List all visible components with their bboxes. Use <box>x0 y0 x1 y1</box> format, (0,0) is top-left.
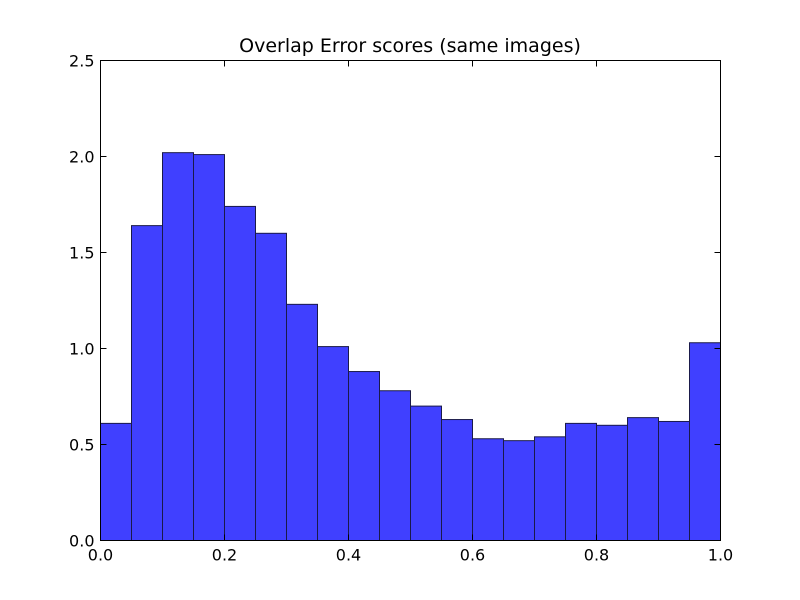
bar-13 <box>503 440 535 541</box>
bar-8 <box>348 371 380 542</box>
chart-title: Overlap Error scores (same images) <box>239 35 581 57</box>
x-tick-label-0: 0.0 <box>88 546 113 565</box>
plot-frame <box>100 60 721 541</box>
bar-15 <box>565 422 597 542</box>
x-tick-label-5: 1.0 <box>708 546 733 565</box>
bar-10 <box>410 405 442 541</box>
bars-group <box>100 152 721 542</box>
bar-16 <box>596 424 628 541</box>
bar-4 <box>224 205 256 541</box>
y-tick-label-3: 1.5 <box>69 244 94 263</box>
x-tick-label-4: 0.8 <box>584 546 609 565</box>
bar-11 <box>441 419 473 542</box>
bar-3 <box>193 154 225 542</box>
x-tick-label-2: 0.4 <box>336 546 361 565</box>
bar-0 <box>100 422 132 542</box>
y-tick-label-1: 0.5 <box>69 436 94 455</box>
bar-1 <box>131 225 163 541</box>
bar-5 <box>255 232 287 542</box>
x-tick-label-1: 0.2 <box>212 546 237 565</box>
bar-6 <box>286 303 318 541</box>
y-tick-label-2: 1.0 <box>69 340 94 359</box>
bar-9 <box>379 390 411 541</box>
bar-19 <box>689 342 721 541</box>
x-tick-label-3: 0.6 <box>460 546 485 565</box>
bar-17 <box>627 417 659 541</box>
y-tick-label-4: 2.0 <box>69 148 94 167</box>
y-tick-label-0: 0.0 <box>69 532 94 551</box>
bar-18 <box>658 420 690 541</box>
bar-14 <box>534 436 566 542</box>
bar-2 <box>162 152 194 541</box>
bar-7 <box>317 346 349 541</box>
y-tick-label-5: 2.5 <box>69 52 94 71</box>
bar-12 <box>472 438 504 541</box>
